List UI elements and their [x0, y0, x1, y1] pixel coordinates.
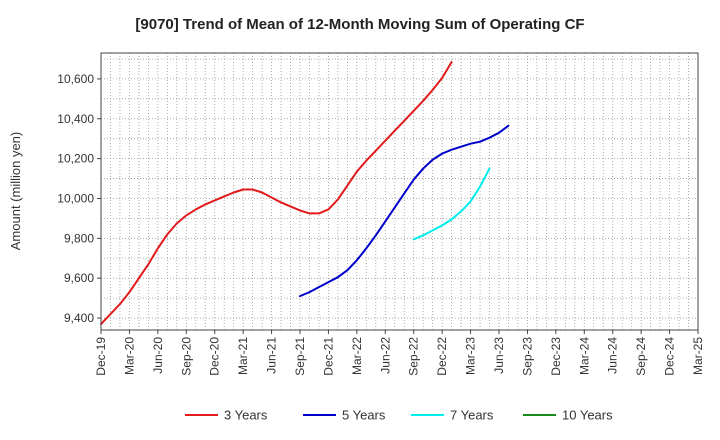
x-tick-label: Sep-21	[293, 337, 307, 376]
x-tick-label: Jun-21	[265, 337, 279, 374]
y-tick-label: 10,600	[57, 72, 94, 86]
y-axis-title: Amount (million yen)	[8, 132, 23, 251]
y-tick-label: 10,400	[57, 112, 94, 126]
legend-label: 10 Years	[562, 408, 613, 423]
x-axis-ticks: Dec-19 Mar-20 Jun-20 Sep-20 Dec-20 Mar-21 Jun-…	[94, 330, 705, 376]
series-line-5-years	[299, 124, 510, 298]
legend-label: 3 Years	[224, 408, 268, 423]
x-tick-label: Dec-21	[321, 337, 335, 376]
x-tick-label: Jun-20	[151, 337, 165, 374]
y-tick-label: 9,600	[64, 271, 94, 285]
y-tick-label: 9,800	[64, 231, 94, 245]
x-tick-label: Mar-21	[236, 337, 250, 375]
chart-title: [9070] Trend of Mean of 12-Month Moving …	[135, 16, 585, 33]
x-tick-label: Mar-23	[464, 337, 478, 375]
x-tick-label: Dec-22	[435, 337, 449, 376]
x-tick-label: Mar-25	[691, 337, 705, 375]
legend: 3 Years 5 Years 7 Years 10 Years	[185, 408, 613, 423]
x-tick-label: Dec-23	[549, 337, 563, 376]
series-line-3-years	[100, 60, 453, 326]
y-axis-ticks: 9,400 9,600 9,800 10,000 10,200 10,400 10,600	[57, 72, 101, 325]
x-tick-label: Jun-24	[606, 337, 620, 374]
plot-border	[100, 52, 699, 331]
x-tick-label: Mar-20	[122, 337, 136, 375]
x-tick-label: Mar-24	[577, 337, 591, 375]
y-tick-label: 10,000	[57, 191, 94, 205]
y-tick-label: 10,200	[57, 152, 94, 166]
y-tick-label: 9,400	[64, 311, 94, 325]
series-line-7-years	[412, 167, 491, 241]
x-tick-label: Dec-24	[663, 337, 677, 376]
legend-label: 5 Years	[342, 408, 386, 423]
legend-label: 7 Years	[450, 408, 494, 423]
x-tick-label: Jun-23	[492, 337, 506, 374]
x-tick-label: Sep-23	[520, 337, 534, 376]
series-lines	[100, 60, 510, 326]
x-tick-label: Dec-20	[208, 337, 222, 376]
x-tick-label: Jun-22	[378, 337, 392, 374]
x-tick-label: Sep-20	[179, 337, 193, 376]
x-tick-label: Sep-22	[407, 337, 421, 376]
grid-lines	[101, 53, 698, 330]
x-tick-label: Mar-22	[350, 337, 364, 375]
plot-area	[101, 53, 698, 330]
x-tick-label: Sep-24	[634, 337, 648, 376]
x-tick-label: Dec-19	[94, 337, 108, 376]
